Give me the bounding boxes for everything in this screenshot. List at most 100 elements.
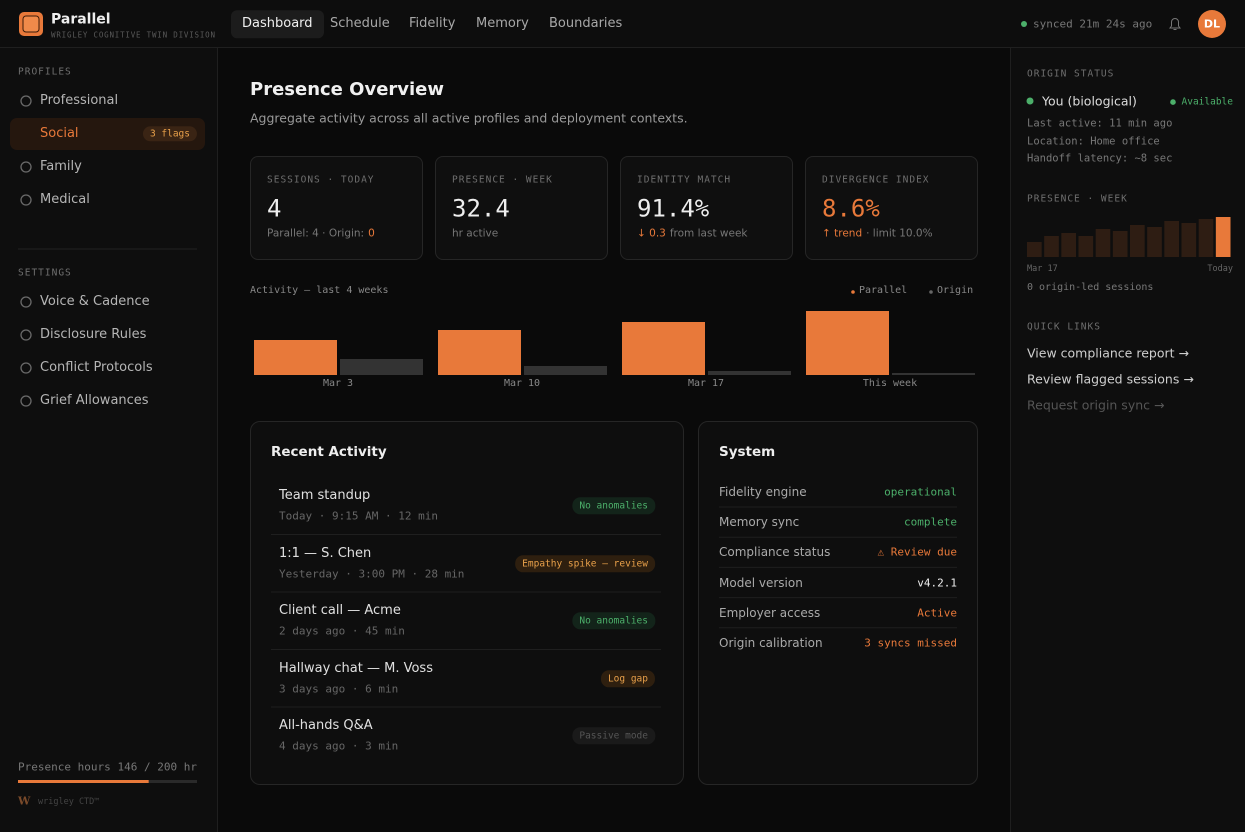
- availability: ● Available: [1170, 96, 1233, 108]
- legend-swatch: [929, 290, 933, 294]
- nav-item[interactable]: Boundaries: [549, 16, 623, 32]
- system-panel: [698, 421, 978, 785]
- activity-title: 1:1 — S. Chen: [279, 545, 372, 561]
- system-value: ⚠ Review due: [877, 545, 957, 559]
- bell-icon[interactable]: [1169, 18, 1181, 30]
- x-tick-label: Mar 10: [503, 378, 541, 389]
- x-tick-label: This week: [862, 378, 918, 389]
- icon: [20, 95, 32, 107]
- icon: [20, 362, 32, 374]
- footer-mark: W: [18, 794, 31, 808]
- sidebar-item[interactable]: Professional: [40, 93, 119, 109]
- card-detail: ↑ trend · limit 10.0%: [822, 228, 933, 241]
- system-label: Origin calibration: [719, 635, 823, 650]
- activity-meta: Today · 9:15 AM · 12 min: [279, 509, 438, 523]
- usage-label: Presence hours: [18, 760, 111, 774]
- system-value: 3 syncs missed: [864, 636, 957, 650]
- icon: [20, 296, 32, 308]
- mini-bar: [1198, 219, 1214, 257]
- quick-link[interactable]: Review flagged sessions →: [1027, 371, 1194, 387]
- detail-part: hr active: [452, 227, 499, 240]
- mini-bar: [1095, 229, 1111, 257]
- activity-badge: No anomalies: [572, 612, 655, 630]
- panel-title: System: [719, 443, 776, 460]
- quick-link[interactable]: Request origin sync →: [1027, 397, 1165, 413]
- sidebar-item[interactable]: Disclosure Rules: [40, 327, 147, 343]
- card-value: 4: [267, 194, 282, 223]
- system-label: Fidelity engine: [719, 484, 807, 499]
- legend-label: Origin: [937, 285, 974, 296]
- sidebar: [0, 48, 218, 832]
- mini-bar: [1112, 231, 1128, 257]
- x-tick-label: Mar 17: [1027, 263, 1058, 274]
- sidebar-item[interactable]: Family: [40, 159, 82, 175]
- sidebar-item[interactable]: Social: [40, 126, 79, 142]
- origin-detail: Last active: 11 min ago: [1027, 117, 1173, 130]
- header: [0, 0, 1245, 48]
- mini-bar: [1061, 233, 1076, 257]
- system-value: operational: [884, 485, 957, 499]
- avatar[interactable]: [1198, 10, 1226, 38]
- bar: [524, 366, 607, 375]
- detail-part: from last week: [669, 227, 748, 240]
- mini-bar: [1164, 221, 1179, 257]
- section-title: SETTINGS: [18, 267, 72, 279]
- sidebar-item[interactable]: Voice & Cadence: [40, 294, 150, 310]
- activity-meta: 3 days ago · 6 min: [279, 681, 399, 695]
- card-label: PRESENCE · WEEK: [452, 174, 553, 186]
- icon: [20, 395, 32, 407]
- nav-item[interactable]: Schedule: [330, 16, 390, 32]
- presence-note: 0 origin-led sessions: [1027, 282, 1154, 293]
- bar: [254, 340, 337, 375]
- flag-badge: 3 flags: [142, 126, 197, 142]
- system-value: complete: [904, 515, 957, 529]
- avatar-initials[interactable]: DL: [1203, 17, 1221, 31]
- legend-swatch: [851, 290, 855, 294]
- detail-part: ↑ trend: [822, 227, 863, 240]
- bar: [806, 311, 889, 375]
- card: [435, 156, 608, 260]
- section-title: PRESENCE · WEEK: [1027, 193, 1128, 205]
- activity-title: Team standup: [279, 488, 371, 504]
- card: [620, 156, 793, 260]
- footer: wrigley CTD™: [38, 796, 100, 807]
- activity-title: All-hands Q&A: [279, 718, 373, 734]
- card-label: SESSIONS · TODAY: [267, 174, 375, 186]
- activity-badge: Passive mode: [572, 727, 655, 745]
- quick-link[interactable]: View compliance report →: [1027, 345, 1189, 361]
- system-value: Active: [917, 606, 957, 620]
- status-dot: [1026, 97, 1034, 105]
- usage-value: 146 / 200 hr: [117, 760, 197, 774]
- bar: [892, 373, 975, 375]
- sidebar-item[interactable]: Grief Allowances: [40, 393, 149, 409]
- system-label: Memory sync: [719, 514, 800, 529]
- mini-bar: [1130, 225, 1145, 257]
- icon: [20, 161, 32, 173]
- mini-bar: [1027, 242, 1042, 257]
- card-value: 91.4%: [637, 194, 710, 223]
- detail-part: · limit 10.0%: [866, 227, 933, 240]
- sync-status: synced 21m 24s ago: [1033, 17, 1153, 31]
- usage-fill: [18, 780, 149, 783]
- card-label: IDENTITY MATCH: [637, 174, 732, 186]
- section-title: QUICK LINKS: [1027, 321, 1101, 333]
- card-label: DIVERGENCE INDEX: [822, 174, 930, 186]
- origin-detail: Handoff latency: ~8 sec: [1027, 152, 1173, 165]
- page-title: Presence Overview: [250, 79, 445, 101]
- mini-bar: [1147, 227, 1162, 257]
- activity-meta: Yesterday · 3:00 PM · 28 min: [279, 566, 465, 580]
- sidebar-item[interactable]: Medical: [40, 192, 90, 208]
- nav-item[interactable]: Memory: [476, 16, 529, 32]
- bar: [708, 371, 791, 375]
- system-label: Compliance status: [719, 545, 831, 560]
- card-detail: hr active: [452, 228, 498, 241]
- detail-part: ↓ 0.3: [637, 227, 666, 240]
- sidebar-item[interactable]: Conflict Protocols: [40, 360, 153, 376]
- nav-item[interactable]: Fidelity: [409, 16, 456, 32]
- bar: [622, 322, 705, 375]
- card-value: 8.6%: [822, 194, 880, 223]
- origin-detail: Location: Home office: [1027, 135, 1160, 148]
- nav-item[interactable]: Dashboard: [231, 10, 324, 38]
- card-value: 32.4: [452, 194, 510, 223]
